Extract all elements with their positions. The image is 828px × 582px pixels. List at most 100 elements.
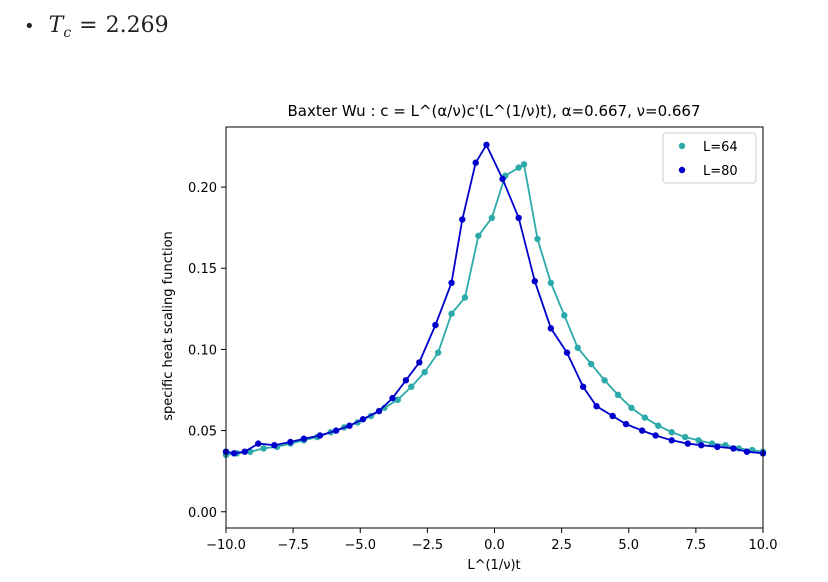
data-point-l-64 — [695, 437, 702, 444]
data-point-l-64 — [561, 312, 568, 319]
data-point-l-64 — [655, 422, 662, 429]
data-point-l-80 — [483, 141, 490, 149]
data-point-l-64 — [574, 344, 581, 351]
data-point-l-80 — [622, 420, 630, 428]
series-l-80 — [222, 141, 767, 457]
data-point-l-80 — [515, 214, 522, 222]
x-tick-label: −5.0 — [344, 538, 376, 553]
data-point-l-80 — [300, 435, 308, 442]
plot-frame — [225, 126, 764, 529]
data-point-l-64 — [668, 429, 675, 436]
data-point-l-80 — [402, 377, 410, 384]
critical-temperature-bullet: • Tc = 2.269 — [24, 10, 169, 44]
data-point-l-80 — [359, 416, 367, 423]
data-point-l-80 — [593, 403, 600, 410]
data-point-l-80 — [459, 216, 466, 223]
legend-label-l-64: L=64 — [703, 140, 738, 155]
x-tick-label: 7.5 — [686, 538, 707, 553]
data-point-l-80 — [472, 159, 479, 166]
x-tick-label: 10.0 — [749, 538, 778, 553]
data-point-l-64 — [475, 232, 482, 239]
data-point-l-80 — [743, 448, 751, 455]
formula-equals: = — [79, 13, 98, 38]
data-point-l-64 — [434, 349, 442, 356]
data-point-l-80 — [563, 349, 571, 356]
legend-box — [662, 132, 757, 184]
y-tick-label: 0.10 — [188, 343, 217, 358]
data-point-l-80 — [547, 325, 555, 332]
series-line-l-80 — [225, 142, 764, 455]
data-point-l-80 — [346, 422, 353, 429]
data-point-l-64 — [448, 310, 455, 317]
data-point-l-64 — [534, 235, 541, 243]
y-tick-label: 0.15 — [188, 262, 217, 277]
legend-marker-l-80 — [678, 166, 686, 174]
data-point-l-80 — [230, 450, 238, 457]
data-point-l-64 — [547, 279, 555, 287]
series-layer — [222, 141, 767, 459]
x-tick-label: 0.0 — [484, 538, 505, 553]
data-point-l-80 — [730, 445, 737, 452]
data-point-l-64 — [601, 377, 608, 384]
data-point-l-64 — [628, 404, 635, 412]
x-axis-label: L^(1/ν)t — [467, 558, 520, 573]
data-point-l-80 — [416, 359, 423, 366]
data-point-l-80 — [255, 440, 262, 447]
x-tick-label: −2.5 — [412, 538, 444, 553]
data-point-l-80 — [609, 412, 616, 420]
data-point-l-80 — [316, 432, 324, 439]
y-tick-label: 0.00 — [188, 506, 217, 521]
axis-ticks: −10.0 −7.5 −5.0 −2.5 0.0 2.5 5.0 7.5 10.0 0.00 0.0… — [188, 181, 777, 553]
data-point-l-80 — [287, 438, 294, 446]
data-point-l-80 — [531, 278, 538, 285]
data-point-l-64 — [408, 383, 415, 390]
formula-subscript: c — [63, 25, 72, 41]
legend-marker-l-64 — [678, 142, 686, 150]
data-point-l-80 — [638, 427, 646, 434]
data-point-l-80 — [375, 407, 383, 415]
data-point-l-64 — [681, 433, 689, 441]
data-point-l-80 — [332, 427, 340, 434]
data-point-l-64 — [614, 391, 622, 399]
critical-temperature-formula: Tc = 2.269 — [49, 13, 169, 41]
data-point-l-80 — [714, 443, 721, 451]
data-point-l-80 — [241, 448, 248, 455]
data-point-l-80 — [389, 394, 396, 402]
data-point-l-64 — [260, 445, 267, 452]
data-point-l-80 — [448, 279, 455, 287]
x-tick-label: −7.5 — [277, 538, 309, 553]
series-line-l-64 — [225, 162, 764, 456]
legend: L=64 L=80 — [662, 132, 757, 184]
data-point-l-80 — [652, 432, 659, 439]
data-point-l-64 — [515, 164, 522, 171]
y-axis-label: specific heat scaling function — [161, 231, 176, 421]
data-point-l-80 — [432, 321, 439, 329]
legend-label-l-80: L=80 — [703, 164, 738, 179]
data-point-l-64 — [421, 368, 428, 376]
y-tick-label: 0.05 — [188, 425, 217, 440]
data-point-l-80 — [668, 437, 675, 444]
x-tick-label: 2.5 — [551, 538, 572, 553]
data-point-l-80 — [684, 440, 692, 447]
data-point-l-80 — [271, 442, 278, 449]
data-point-l-80 — [499, 175, 506, 183]
data-point-l-64 — [708, 440, 716, 447]
x-tick-label: 5.0 — [618, 538, 639, 553]
series-l-64 — [222, 161, 767, 459]
formula-value: 2.269 — [105, 13, 169, 38]
y-tick-label: 0.20 — [188, 181, 217, 196]
bullet-dot: • — [24, 16, 35, 37]
data-point-l-64 — [587, 360, 595, 368]
data-point-l-80 — [698, 442, 705, 449]
formula-variable: T — [48, 13, 64, 38]
data-point-l-64 — [641, 414, 649, 421]
data-point-l-64 — [488, 214, 496, 222]
data-point-l-64 — [461, 294, 469, 301]
chart-title: Baxter Wu : c = L^(α/ν)c'(L^(1/ν)t), α=0… — [287, 102, 700, 120]
data-point-l-64 — [520, 161, 528, 168]
x-tick-label: −10.0 — [206, 538, 246, 553]
data-point-l-64 — [394, 396, 402, 403]
